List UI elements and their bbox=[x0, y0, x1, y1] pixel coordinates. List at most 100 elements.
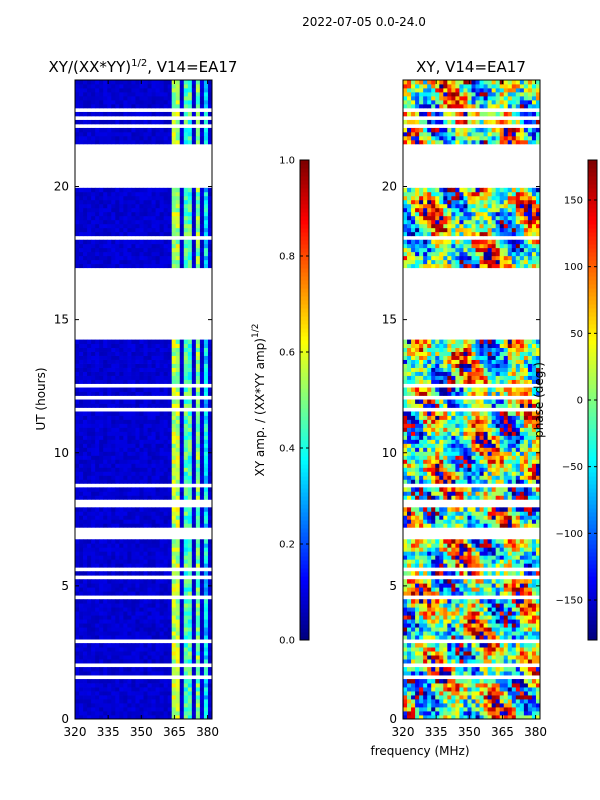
heatmap-cell bbox=[111, 479, 116, 484]
figure-suptitle: 2022-07-05 0.0-24.0 bbox=[302, 15, 426, 29]
heatmap-cell bbox=[191, 211, 197, 217]
heatmap-cell bbox=[155, 571, 161, 576]
heatmap-cell bbox=[87, 555, 92, 560]
heatmap-cell bbox=[103, 603, 108, 608]
heatmap-cell bbox=[463, 635, 468, 640]
heatmap-cell bbox=[83, 655, 88, 660]
heatmap-cell bbox=[195, 515, 201, 520]
heatmap-cell bbox=[107, 243, 112, 249]
heatmap-cell bbox=[107, 435, 112, 440]
heatmap-cell bbox=[467, 587, 472, 592]
heatmap-cell bbox=[115, 563, 120, 568]
heatmap-cell bbox=[155, 363, 161, 368]
heatmap-cell bbox=[123, 463, 128, 468]
colorbar-step bbox=[300, 368, 309, 373]
heatmap-cell bbox=[135, 611, 140, 616]
colorbar-step bbox=[300, 312, 309, 317]
heatmap-cell bbox=[111, 467, 116, 472]
heatmap-cell bbox=[79, 683, 84, 688]
heatmap-cell bbox=[199, 547, 205, 552]
heatmap-cell bbox=[179, 131, 185, 137]
heatmap-cell bbox=[91, 643, 96, 648]
heatmap-cell bbox=[191, 379, 197, 384]
heatmap-cell bbox=[143, 119, 148, 125]
heatmap-cell bbox=[91, 367, 96, 372]
heatmap-cell bbox=[91, 239, 96, 245]
heatmap-cell bbox=[207, 80, 213, 85]
heatmap-cell bbox=[483, 599, 489, 604]
heatmap-cell bbox=[155, 351, 161, 356]
heatmap-cell bbox=[147, 203, 152, 209]
heatmap-cell bbox=[151, 415, 156, 420]
heatmap-cell bbox=[151, 355, 156, 360]
heatmap-cell bbox=[135, 219, 140, 225]
heatmap-cell bbox=[123, 443, 128, 448]
heatmap-cell bbox=[435, 647, 440, 652]
heatmap-cell bbox=[519, 651, 525, 656]
heatmap-cell bbox=[203, 543, 209, 548]
heatmap-cell bbox=[499, 651, 505, 656]
heatmap-cell bbox=[79, 95, 84, 101]
heatmap-cell bbox=[91, 475, 96, 480]
heatmap-cell bbox=[139, 587, 144, 592]
heatmap-cell bbox=[467, 615, 472, 620]
heatmap-cell bbox=[435, 607, 440, 612]
heatmap-cell bbox=[471, 603, 476, 608]
heatmap-cell bbox=[143, 571, 148, 576]
heatmap-cell bbox=[139, 375, 144, 380]
heatmap-cell bbox=[183, 691, 189, 696]
heatmap-cell bbox=[187, 519, 193, 524]
heatmap-cell bbox=[111, 707, 116, 712]
heatmap-cell bbox=[123, 651, 128, 656]
heatmap-cell bbox=[127, 571, 132, 576]
heatmap-cell bbox=[123, 455, 128, 460]
heatmap-cell bbox=[207, 375, 213, 380]
heatmap-cell bbox=[139, 403, 144, 408]
heatmap-cell bbox=[175, 651, 181, 656]
heatmap-cell bbox=[139, 251, 144, 257]
heatmap-cell bbox=[119, 351, 124, 356]
heatmap-cell bbox=[135, 339, 140, 344]
heatmap-cell bbox=[79, 427, 84, 432]
heatmap-cell bbox=[511, 651, 517, 656]
heatmap-cell bbox=[151, 599, 156, 604]
heatmap-cell bbox=[111, 571, 116, 576]
heatmap-cell bbox=[167, 427, 173, 432]
heatmap-cell bbox=[415, 659, 420, 664]
heatmap-cell bbox=[471, 631, 476, 636]
heatmap-cell bbox=[95, 495, 100, 500]
heatmap-cell bbox=[115, 87, 120, 93]
heatmap-cell bbox=[79, 431, 84, 436]
heatmap-cell bbox=[415, 667, 420, 672]
heatmap-cell bbox=[479, 619, 484, 624]
heatmap-cell bbox=[187, 715, 193, 720]
heatmap-cell bbox=[499, 695, 505, 700]
heatmap-cell bbox=[451, 679, 456, 684]
heatmap-cell bbox=[163, 471, 169, 476]
heatmap-cell bbox=[155, 607, 161, 612]
heatmap-cell bbox=[135, 255, 140, 261]
heatmap-cell bbox=[191, 251, 197, 257]
heatmap-cell bbox=[167, 679, 173, 684]
heatmap-cell bbox=[431, 591, 436, 596]
heatmap-cell bbox=[119, 199, 124, 205]
heatmap-cell bbox=[191, 695, 197, 700]
heatmap-cell bbox=[439, 627, 444, 632]
heatmap-cell bbox=[111, 83, 116, 89]
heatmap-cell bbox=[75, 239, 80, 245]
heatmap-cell bbox=[203, 80, 209, 85]
heatmap-cell bbox=[119, 551, 124, 556]
heatmap-cell bbox=[119, 343, 124, 348]
heatmap-cell bbox=[535, 655, 541, 660]
colorbar-step bbox=[300, 208, 309, 213]
heatmap-cell bbox=[175, 623, 181, 628]
colorbar-step bbox=[300, 620, 309, 625]
heatmap-cell bbox=[151, 555, 156, 560]
heatmap-cell bbox=[435, 591, 440, 596]
heatmap-cell bbox=[499, 683, 505, 688]
heatmap-cell bbox=[423, 623, 428, 628]
heatmap-cell bbox=[163, 371, 169, 376]
heatmap-cell bbox=[527, 651, 533, 656]
heatmap-cell bbox=[119, 415, 124, 420]
heatmap-cell bbox=[83, 671, 88, 676]
